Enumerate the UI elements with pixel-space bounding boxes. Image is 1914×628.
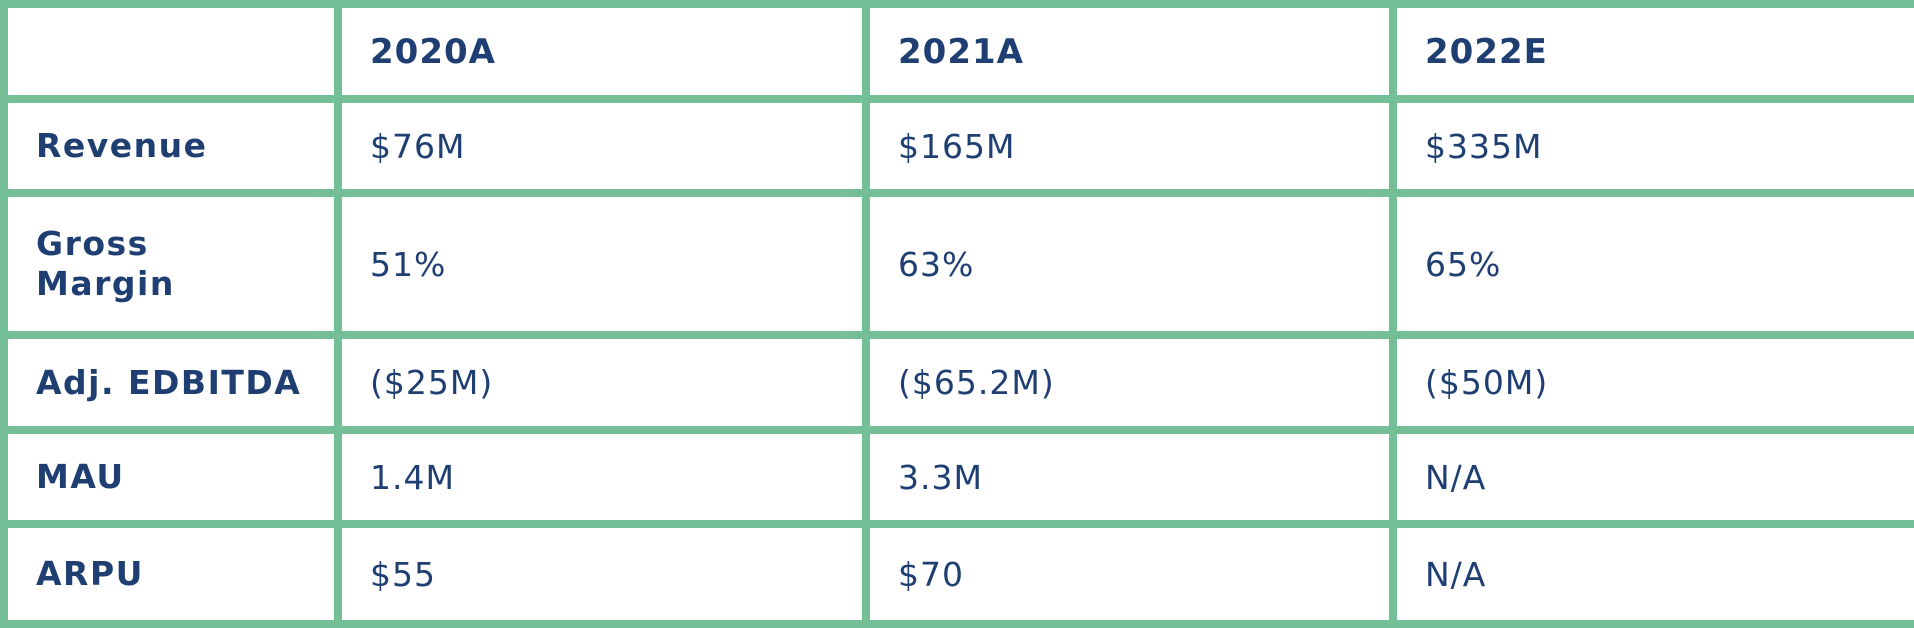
cell-mau-2020a: 1.4M [334,426,870,528]
cell-adj-edbitda-2021a: ($65.2M) [862,331,1397,434]
row-label-gross-margin-line-1: Gross [36,224,149,263]
table-header-row: 2020A 2021A 2022E [0,0,1914,103]
cell-arpu-2022e: N/A [1389,520,1914,628]
cell-adj-edbitda-2022e: ($50M) [1389,331,1914,434]
cell-revenue-2021a: $165M [862,95,1397,197]
cell-gross-margin-2022e: 65% [1389,189,1914,339]
row-label-gross-margin-line-2: Margin [36,264,175,303]
column-header-2022e: 2022E [1389,0,1914,103]
row-label-revenue: Revenue [0,95,342,197]
row-label-arpu: ARPU [0,520,342,628]
row-label-gross-margin: Gross Margin [0,189,342,339]
row-label-adj-edbitda: Adj. EDBITDA [0,331,342,434]
table-row-mau: MAU 1.4M 3.3M N/A [0,426,1914,528]
cell-arpu-2021a: $70 [862,520,1397,628]
table-row-revenue: Revenue $76M $165M $335M [0,95,1914,197]
cell-arpu-2020a: $55 [334,520,870,628]
row-label-mau: MAU [0,426,342,528]
cell-gross-margin-2021a: 63% [862,189,1397,339]
table-row-gross-margin: Gross Margin 51% 63% 65% [0,189,1914,339]
cell-mau-2022e: N/A [1389,426,1914,528]
cell-adj-edbitda-2020a: ($25M) [334,331,870,434]
header-corner-cell [0,0,342,103]
cell-revenue-2022e: $335M [1389,95,1914,197]
table-row-arpu: ARPU $55 $70 N/A [0,520,1914,628]
table-row-adj-edbitda: Adj. EDBITDA ($25M) ($65.2M) ($50M) [0,331,1914,434]
column-header-2021a: 2021A [862,0,1397,103]
column-header-2020a: 2020A [334,0,870,103]
cell-mau-2021a: 3.3M [862,426,1397,528]
cell-revenue-2020a: $76M [334,95,870,197]
cell-gross-margin-2020a: 51% [334,189,870,339]
